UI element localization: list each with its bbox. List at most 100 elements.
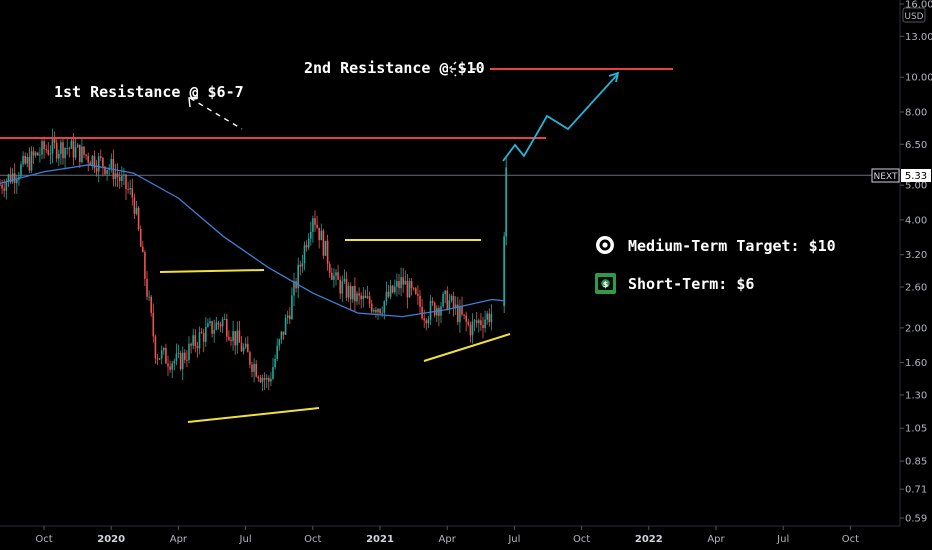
candle-body (444, 290, 446, 295)
candle-body (97, 156, 100, 172)
first-resistance-label: 1st Resistance @ $6-7 (54, 83, 244, 101)
candle-body (49, 153, 52, 155)
candle-body (150, 296, 152, 313)
candle-body (293, 281, 295, 296)
candle-body (362, 295, 365, 300)
candle-body (486, 313, 488, 320)
candle-body (370, 303, 373, 312)
candle-body (473, 320, 476, 322)
moving-average-line (0, 164, 505, 318)
candle-body (337, 272, 339, 280)
candle-body (387, 291, 390, 297)
candle-body (219, 324, 222, 327)
candle-body (320, 230, 323, 241)
candle-body (236, 330, 239, 346)
range-top-line-2020[interactable] (159, 269, 265, 273)
candle-body (133, 197, 136, 214)
candle-body (70, 140, 73, 149)
candle-body (127, 189, 129, 190)
candle-body (402, 277, 404, 285)
price-tick-label: 16.00 (905, 0, 932, 11)
time-tick-label: Oct (573, 534, 590, 545)
candle-body (194, 335, 197, 347)
candle-body (9, 174, 12, 183)
candle-body (152, 312, 155, 337)
candle-body (22, 156, 24, 165)
candle-body (280, 331, 283, 340)
candle-body (450, 296, 453, 301)
candle-body (81, 146, 83, 163)
candle-body (83, 146, 85, 155)
candle-body (276, 345, 278, 359)
candle-body (163, 347, 165, 351)
time-tick-label: Apr (170, 534, 188, 545)
candle-body (377, 309, 379, 313)
candle-body (454, 304, 457, 308)
candle-body (198, 332, 201, 349)
second-resistance-label: 2nd Resistance @ $10 (304, 59, 485, 77)
candle-body (37, 152, 39, 156)
candle-body (129, 188, 131, 190)
candle-body (116, 173, 119, 178)
time-tick-label: Oct (35, 534, 52, 545)
candle-body (289, 315, 291, 320)
candle-body (448, 300, 451, 310)
candle-body (64, 148, 66, 159)
candle-body (91, 155, 94, 166)
candle-body (255, 363, 257, 377)
candle-body (177, 353, 180, 354)
candle-body (366, 296, 369, 298)
candle-body (45, 149, 47, 151)
candle-body (68, 148, 71, 149)
candle-body (247, 343, 249, 353)
candle-body (314, 218, 316, 225)
candle-body (213, 329, 215, 334)
candle-body (79, 144, 81, 163)
candle-body (318, 227, 320, 241)
candle-body (11, 173, 14, 183)
candle-body (226, 319, 228, 337)
candle-body (167, 363, 169, 367)
candle-body (423, 318, 425, 321)
candle-body (259, 378, 262, 382)
candle-body (339, 279, 341, 294)
candle-body (278, 339, 281, 346)
candle-body (286, 315, 289, 318)
time-axis[interactable]: Oct 2020 Apr Jul Oct 2021 Apr Jul Oct 2022 Apr Jul O… (0, 525, 900, 545)
time-tick-label: Jul (507, 534, 520, 545)
candle-body (47, 149, 50, 155)
candle-body (32, 151, 35, 156)
candle-body (207, 323, 209, 327)
candle-body (412, 288, 415, 289)
candle-body (352, 286, 354, 300)
candle-body (265, 377, 268, 380)
time-tick-label: Jul (239, 534, 252, 545)
candle-body (322, 230, 325, 256)
candle-body (223, 319, 226, 320)
price-tick-label: 5.00 (905, 181, 927, 192)
candle-body (211, 321, 213, 334)
projection-path[interactable] (502, 74, 618, 162)
candle-body (478, 320, 480, 324)
candle-body (398, 281, 400, 289)
candle-body (490, 314, 493, 323)
candle-body (326, 240, 329, 264)
price-tick-label: 1.30 (905, 390, 927, 401)
price-tick-label: 3.20 (905, 250, 927, 261)
first-resistance-pointer-head (188, 96, 199, 108)
support-line-2021[interactable] (423, 333, 511, 362)
candle-body (118, 177, 121, 181)
candle-body (257, 376, 260, 379)
candle-body (463, 314, 465, 316)
candle-body (433, 302, 436, 316)
candle-body (154, 336, 157, 359)
price-tick-label: 10.00 (905, 73, 932, 84)
support-line-2020[interactable] (187, 407, 320, 423)
price-axis[interactable]: 16.00 13.00 10.00 8.00 6.50 5.00 4.00 3.20 2.60 2… (899, 0, 932, 526)
candle-body (457, 304, 459, 322)
candle-body (425, 320, 428, 324)
candle-body (312, 218, 314, 232)
candle-body (406, 280, 409, 298)
